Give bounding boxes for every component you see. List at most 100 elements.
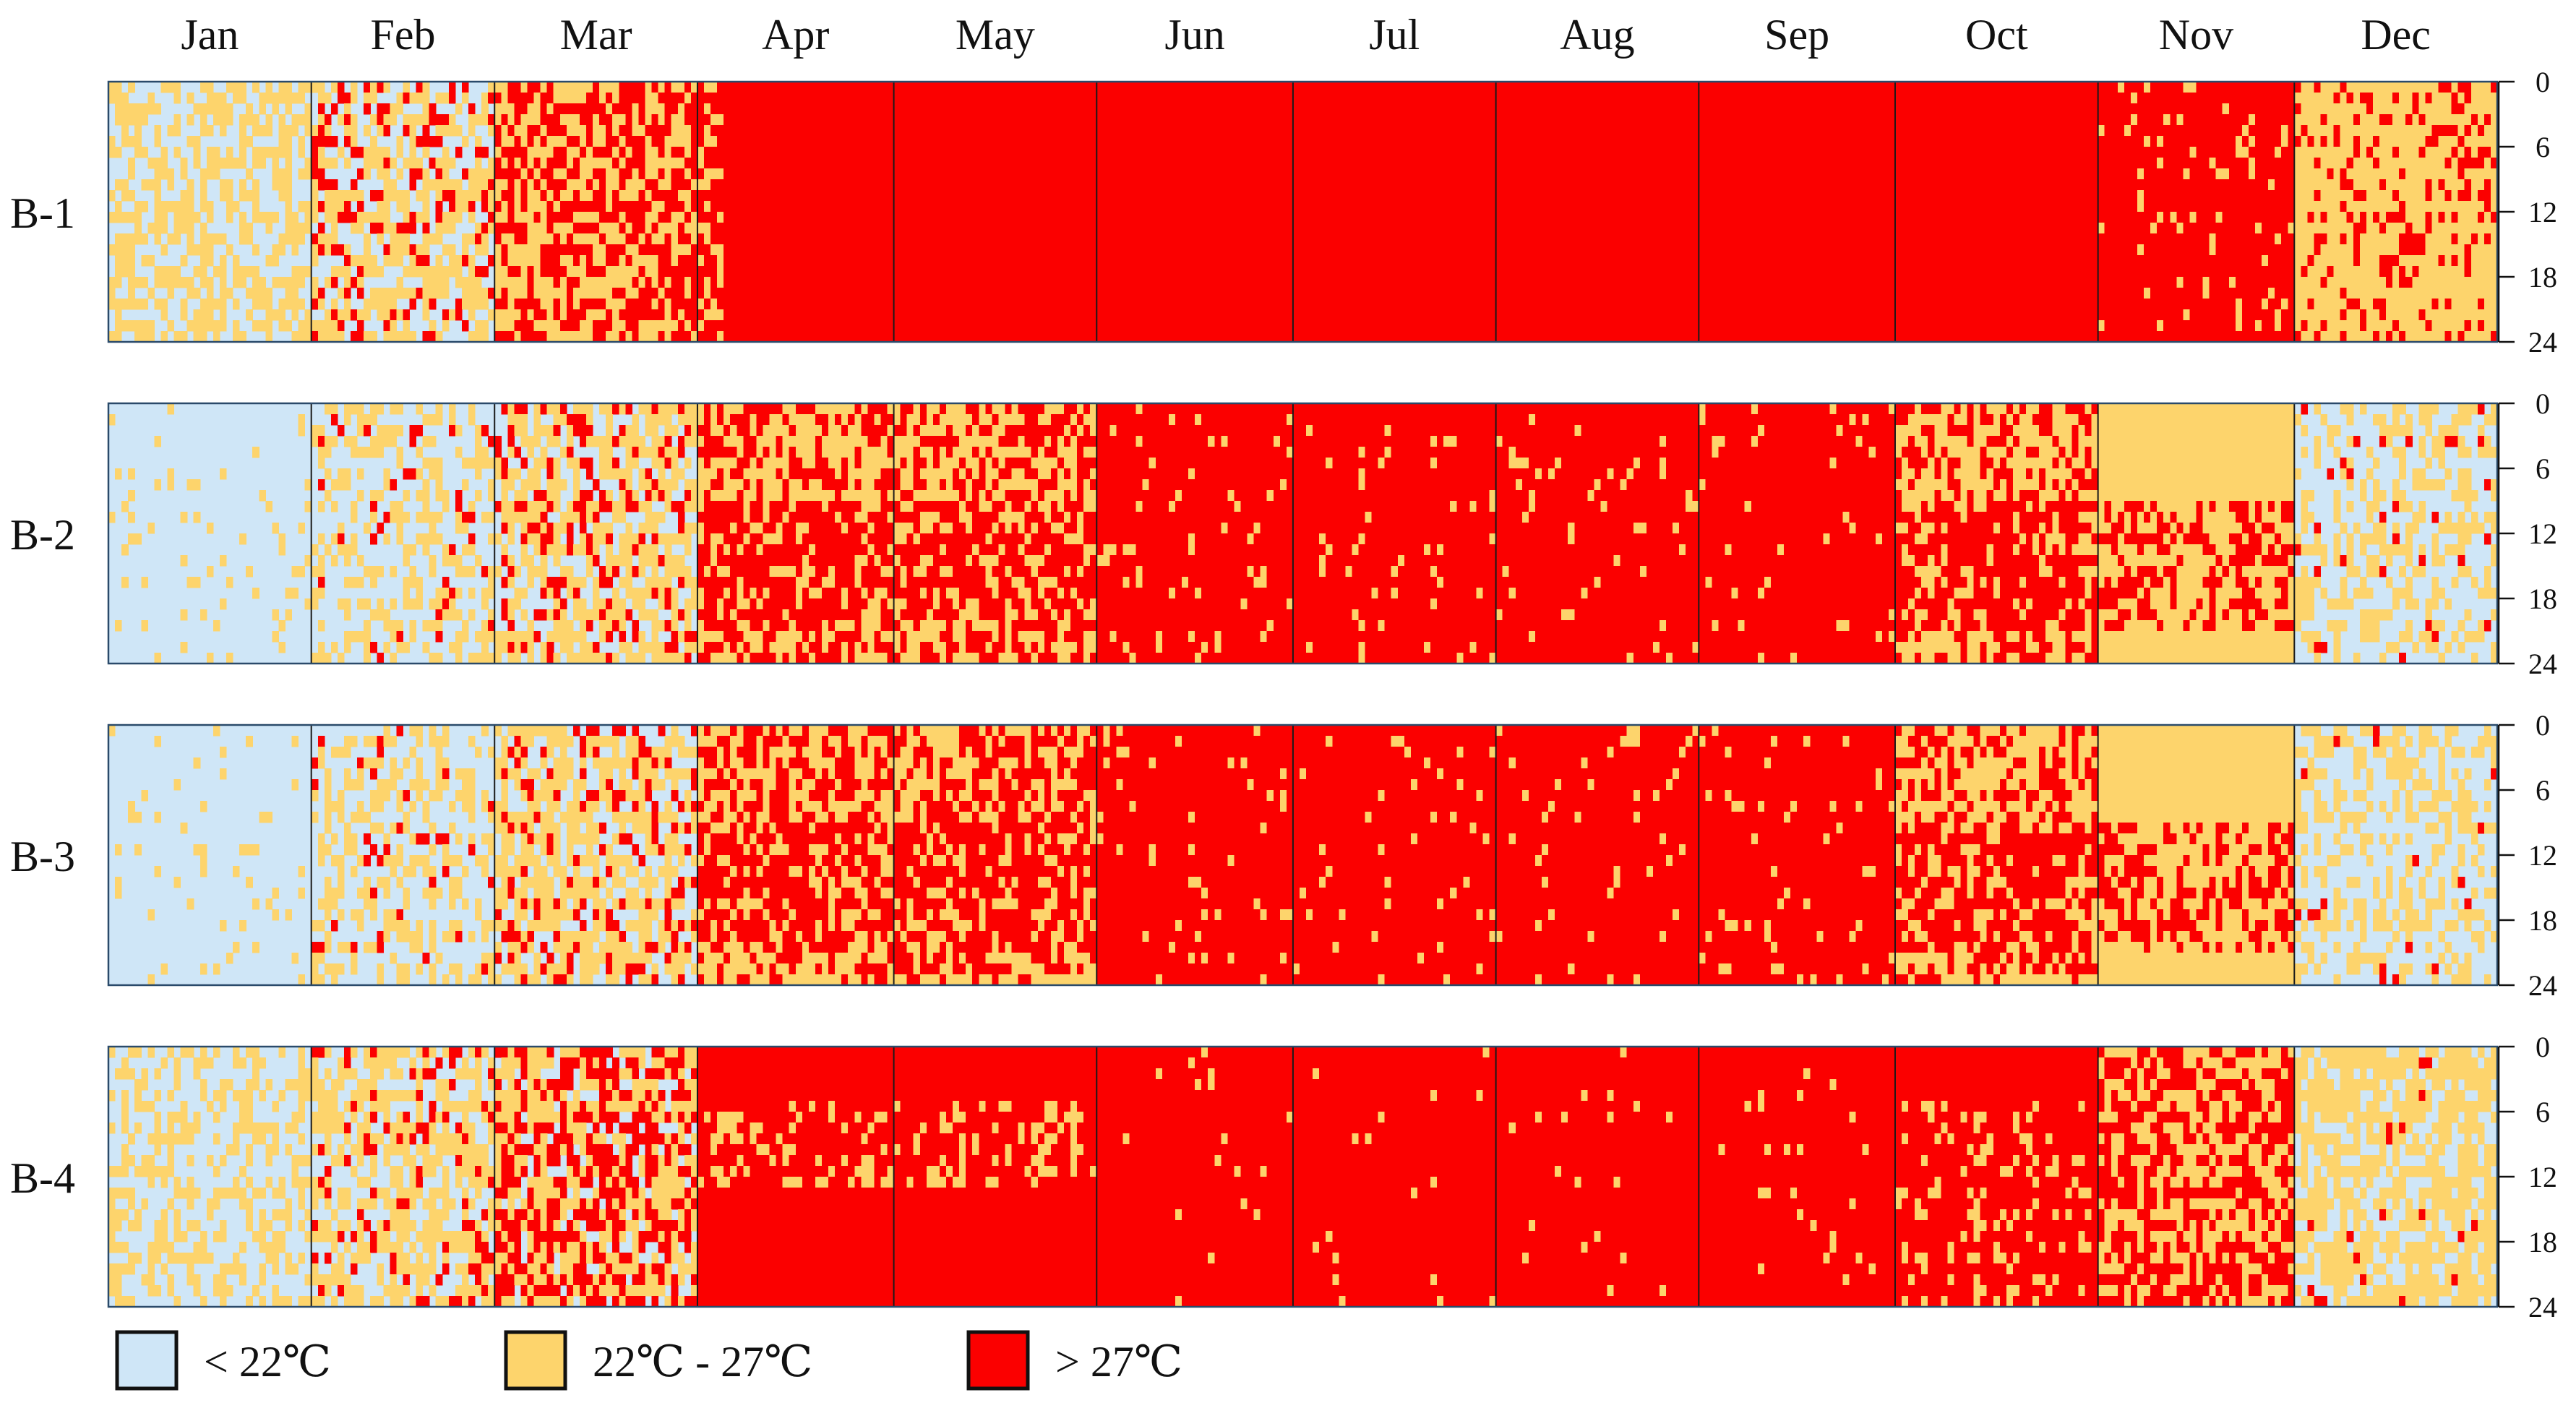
heatmap-cell bbox=[173, 93, 181, 104]
heatmap-cell bbox=[1626, 725, 1641, 737]
hour-tick-label: 18 bbox=[2528, 261, 2557, 293]
heatmap-cell bbox=[645, 114, 653, 126]
heatmap-cell bbox=[330, 82, 338, 93]
heatmap-cell bbox=[2026, 577, 2059, 588]
heatmap-cell bbox=[703, 168, 724, 180]
heatmap-cell bbox=[1908, 790, 1915, 802]
heatmap-cell bbox=[566, 436, 574, 447]
heatmap-cell bbox=[219, 468, 227, 480]
heatmap-cell bbox=[2405, 736, 2413, 747]
heatmap-cell bbox=[619, 125, 632, 137]
heatmap-cell bbox=[1057, 577, 1124, 588]
heatmap-cell bbox=[2412, 642, 2419, 653]
heatmap-cell bbox=[2366, 555, 2380, 567]
heatmap-cell bbox=[697, 320, 705, 332]
heatmap-cell bbox=[835, 566, 855, 578]
heatmap-cell bbox=[572, 299, 580, 310]
heatmap-cell bbox=[651, 620, 666, 632]
heatmap-cell bbox=[566, 447, 574, 458]
heatmap-cell bbox=[756, 844, 764, 856]
heatmap-cell bbox=[703, 801, 718, 812]
heatmap-cell bbox=[128, 158, 135, 169]
heatmap-cell bbox=[2275, 233, 2282, 245]
heatmap-cell bbox=[2176, 223, 2184, 234]
heatmap-cell bbox=[546, 523, 554, 534]
heatmap-cell bbox=[1044, 757, 1058, 769]
heatmap-cell bbox=[304, 158, 312, 169]
heatmap-cell bbox=[2294, 823, 2309, 834]
heatmap-cell bbox=[2026, 757, 2040, 769]
heatmap-cell bbox=[789, 414, 816, 426]
heatmap-cell bbox=[861, 855, 882, 867]
heatmap-cell bbox=[317, 223, 325, 234]
heatmap-cell bbox=[2425, 320, 2433, 332]
heatmap-cell bbox=[2418, 309, 2426, 321]
heatmap-cell bbox=[913, 425, 921, 437]
heatmap-cell bbox=[612, 598, 626, 610]
heatmap-cell bbox=[861, 801, 875, 812]
heatmap-cell bbox=[2006, 779, 2020, 791]
heatmap-cell bbox=[612, 566, 619, 578]
heatmap-cell bbox=[874, 790, 882, 802]
heatmap-cell bbox=[651, 299, 659, 310]
heatmap-cell bbox=[724, 212, 2158, 223]
heatmap-cell bbox=[501, 512, 541, 523]
heatmap-cell bbox=[1705, 479, 1896, 491]
heatmap-cell bbox=[750, 598, 757, 610]
heatmap-cell bbox=[632, 631, 640, 643]
heatmap-cell bbox=[546, 844, 554, 856]
heatmap-cell bbox=[1195, 653, 1202, 664]
heatmap-cell bbox=[239, 533, 246, 545]
heatmap-cell bbox=[494, 768, 502, 780]
heatmap-cell bbox=[128, 168, 135, 180]
heatmap-cell bbox=[703, 533, 711, 545]
heatmap-cell bbox=[2392, 93, 2400, 104]
heatmap-cell bbox=[1954, 747, 1962, 758]
heatmap-cell bbox=[2372, 414, 2387, 426]
heatmap-cell bbox=[1784, 544, 1902, 556]
heatmap-cell bbox=[2228, 555, 2256, 567]
heatmap-cell bbox=[1476, 501, 1490, 512]
heatmap-cell bbox=[291, 566, 306, 578]
heatmap-cell bbox=[2130, 512, 2138, 523]
heatmap-cell bbox=[160, 309, 168, 321]
heatmap-cell bbox=[501, 812, 508, 823]
heatmap-cell bbox=[2124, 82, 2144, 93]
heatmap-cell bbox=[717, 403, 724, 415]
heatmap-cell bbox=[429, 158, 437, 169]
heatmap-cell bbox=[1352, 609, 1360, 621]
heatmap-cell bbox=[1482, 833, 1490, 845]
heatmap-cell bbox=[1260, 725, 1497, 737]
heatmap-cell bbox=[1070, 436, 1078, 447]
heatmap-cell bbox=[546, 544, 567, 556]
heatmap-cell bbox=[1031, 736, 1058, 747]
heatmap-cell bbox=[664, 844, 685, 856]
heatmap-cell bbox=[690, 331, 698, 343]
heatmap-cell bbox=[1967, 725, 1981, 737]
heatmap-cell bbox=[199, 255, 214, 267]
heatmap-cell bbox=[540, 136, 548, 147]
heatmap-cell bbox=[186, 244, 214, 256]
heatmap-cell bbox=[199, 201, 214, 213]
heatmap-cell bbox=[966, 501, 979, 512]
heatmap-cell bbox=[724, 255, 2262, 267]
heatmap-cell bbox=[2457, 566, 2472, 578]
heatmap-cell bbox=[697, 866, 731, 877]
heatmap-cell bbox=[2189, 609, 2197, 621]
heatmap-cell bbox=[1378, 620, 1386, 632]
heatmap-cell bbox=[1626, 653, 1634, 664]
heatmap-cell bbox=[985, 801, 992, 812]
heatmap-cell bbox=[383, 533, 390, 545]
heatmap-cell bbox=[2431, 179, 2439, 191]
heatmap-cell bbox=[2085, 403, 2092, 415]
heatmap-cell bbox=[206, 212, 214, 223]
heatmap-cell bbox=[1902, 855, 1909, 867]
heatmap-cell bbox=[108, 299, 148, 310]
heatmap-cell bbox=[259, 490, 266, 502]
heatmap-cell bbox=[1031, 833, 1045, 845]
heatmap-cell bbox=[2392, 331, 2400, 343]
heatmap-cell bbox=[802, 458, 816, 469]
heatmap-cell bbox=[199, 114, 207, 126]
heatmap-cell bbox=[1096, 425, 1110, 437]
heatmap-cell bbox=[828, 812, 836, 823]
